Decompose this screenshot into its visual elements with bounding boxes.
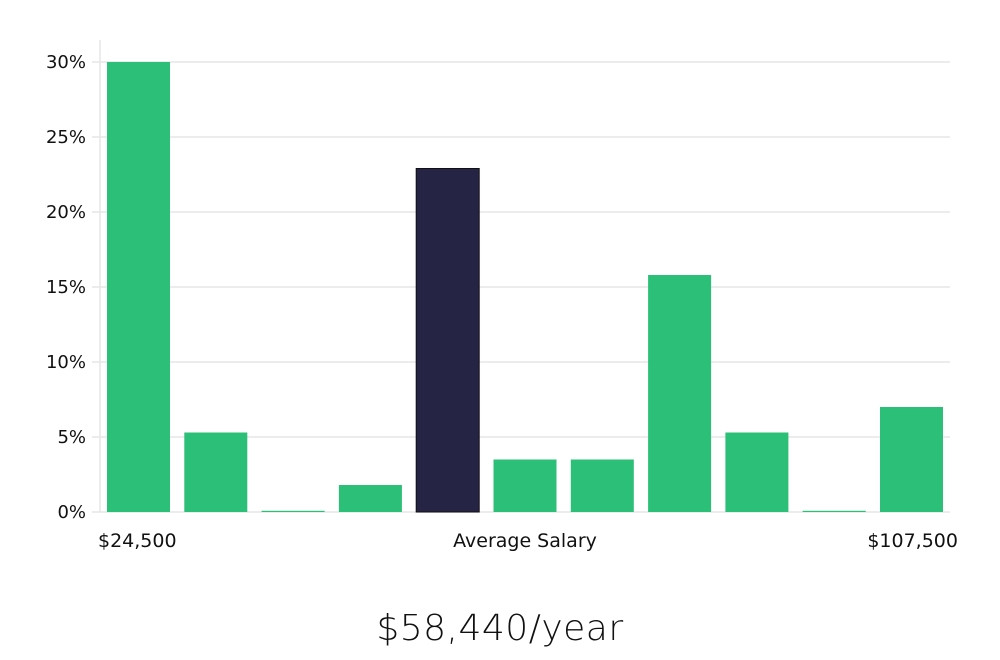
bar (493, 459, 557, 512)
bar (880, 407, 943, 512)
salary-histogram: 0% 5% 10% 15% 20% 25% 30% $24,500 Average Sala… (46, 40, 958, 552)
y-axis-ticks: 0% 5% 10% 15% 20% 25% 30% (46, 52, 100, 523)
bar (570, 459, 634, 512)
bar-average-salary (415, 168, 480, 513)
y-tick-label: 30% (46, 52, 86, 73)
y-tick-label: 15% (46, 277, 86, 298)
y-tick-label: 0% (57, 502, 86, 523)
bar (338, 485, 402, 512)
x-axis-max-label: $107,500 (867, 530, 958, 552)
y-tick-label: 25% (46, 127, 86, 148)
bar (184, 432, 248, 512)
y-tick-label: 5% (57, 427, 86, 448)
bars (107, 62, 943, 513)
bar (261, 510, 325, 512)
x-axis-title: Average Salary (453, 530, 597, 552)
y-tick-label: 10% (46, 352, 86, 373)
y-tick-label: 20% (46, 202, 86, 223)
bar (802, 510, 866, 512)
bar (725, 432, 789, 512)
bar (107, 62, 170, 512)
x-axis-min-label: $24,500 (98, 530, 177, 552)
bar (648, 275, 712, 512)
average-salary-amount: $58,440/year (376, 608, 624, 649)
